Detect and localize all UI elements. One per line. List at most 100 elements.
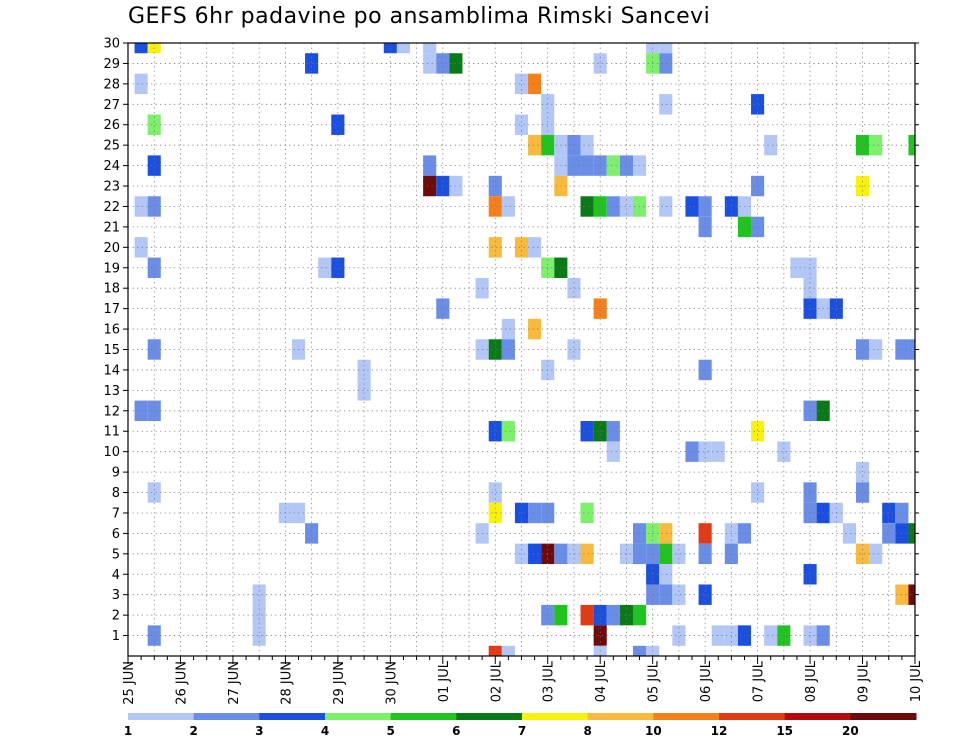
heatmap-cell [449,175,463,197]
heatmap-cell [777,625,791,646]
x-tick-label: 06 JUL [699,660,714,702]
heatmap-cell [751,216,765,238]
heatmap-cell [528,543,542,565]
heatmap-cell [514,237,529,258]
grid-lines [128,42,915,656]
heatmap-cell [488,421,502,442]
y-tick-label: 26 [103,118,120,133]
heatmap-cell [698,196,712,217]
heatmap-cell [882,523,896,544]
heatmap-cell [659,543,673,565]
chart-title: GEFS 6hr padavine po ansamblima Rimski S… [128,4,711,29]
heatmap-cell [659,43,673,54]
colorbar-label: 20 [842,724,859,738]
heatmap-cell [134,43,148,54]
heatmap-cell [475,523,489,544]
heatmap-cell [606,441,620,462]
heatmap-cell [659,584,673,605]
heatmap-cell [711,441,725,462]
heatmap-cell [869,134,883,156]
colorbar-label: 3 [255,724,263,738]
heatmap-cell [855,482,870,503]
heatmap-cell [606,604,620,626]
heatmap-cell [790,257,804,278]
heatmap-cell [593,421,607,442]
colorbar-swatch [456,713,523,720]
y-tick-label: 6 [112,527,120,542]
heatmap-cell [751,421,765,442]
y-tick-label: 4 [112,568,120,583]
colorbar-swatch [128,713,195,720]
heatmap-cell [252,625,266,646]
heatmap-cell [593,155,607,176]
heatmap-cell [855,339,870,360]
heatmap-cell [803,564,817,585]
heatmap-cell [803,277,817,299]
heatmap-cell [593,298,607,319]
heatmap-cell [357,380,371,401]
heatmap-cell [751,94,765,115]
heatmap-cell [147,257,161,278]
heatmap-cell [436,298,450,319]
y-tick-label: 5 [112,547,120,562]
heatmap-cell [147,155,161,176]
heatmap-cell [619,155,633,176]
heatmap-cell [855,461,870,483]
y-tick-label: 20 [103,241,120,256]
x-tick-label: 08 JUL [804,660,819,702]
y-tick-label: 25 [103,139,120,154]
heatmap-cell [567,155,581,176]
heatmap-cell [659,94,673,115]
heatmap-cell [134,196,148,217]
y-axis: 1234567891011121314151617181920212223242… [103,37,919,644]
heatmap-cell [147,482,161,503]
heatmap-cell [711,625,725,646]
heatmap-cell [619,604,633,626]
y-tick-label: 13 [103,384,120,399]
heatmap-cell [685,441,699,462]
x-tick-label: 03 JUL [542,660,557,702]
heatmap-cell [632,645,647,656]
colorbar-swatch [850,713,917,720]
colorbar-swatch [325,713,392,720]
heatmap-cell [698,584,712,605]
heatmap-cell [580,543,594,565]
y-tick-label: 29 [103,57,120,72]
heatmap-cell [580,196,594,217]
heatmap-cell [331,257,345,278]
x-tick-label: 02 JUL [489,660,504,702]
x-tick-label: 10 JUL [909,660,924,702]
y-tick-label: 10 [103,445,120,460]
y-tick-label: 28 [103,77,120,92]
colorbar-label: 15 [776,724,793,738]
heatmap-cell [672,625,686,646]
x-tick-label: 01 JUL [437,660,452,702]
heatmap-cell [606,196,620,217]
heatmap-cell [423,53,437,74]
heatmap-cell [475,339,489,360]
heatmap-cell [318,257,332,278]
heatmap-cell [751,482,765,503]
heatmap-cell [593,604,607,626]
heatmap-cell [908,339,915,360]
x-tick-label: 30 JUN [384,661,399,705]
y-tick-label: 30 [103,37,120,52]
heatmap-cell [659,53,673,74]
heatmap-cell [514,73,529,95]
heatmap-cell [488,196,502,217]
heatmap-cell [606,155,620,176]
x-tick-label: 04 JUL [594,660,609,702]
heatmap-cell [606,421,620,442]
heatmap-cell [436,53,450,74]
heatmap-cell [803,482,817,503]
heatmap-cell [134,400,148,422]
colorbar-swatch [587,713,654,720]
heatmap-cell [147,400,161,422]
heatmap-cell [449,53,463,74]
heatmap-cell [501,196,515,217]
colorbar-label: 6 [452,724,460,738]
heatmap-cell [593,625,607,646]
colorbar-label: 5 [386,724,394,738]
colorbar-swatch [653,713,720,720]
heatmap-cell [803,625,817,646]
